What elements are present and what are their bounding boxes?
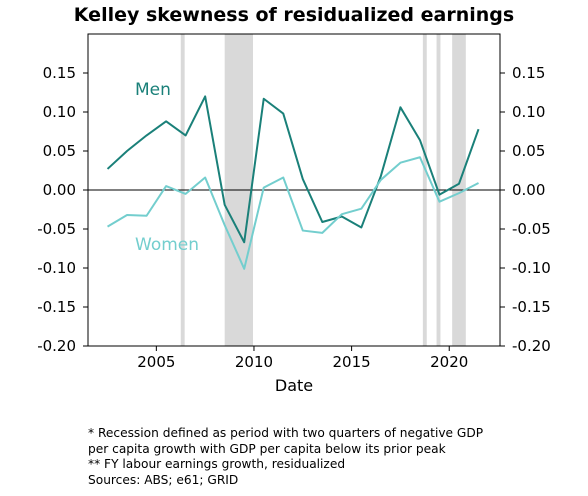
series-lines [106,95,480,270]
series-line-men [106,95,480,244]
y-tick-label-right: -0.15 [512,298,551,316]
y-tick-label-left: -0.15 [37,298,76,316]
y-tick-label-right: -0.05 [512,220,551,238]
y-tick-label-left: 0.05 [43,142,76,160]
footnote-line: Sources: ABS; e61; GRID [88,472,239,487]
series-label-women: Women [135,235,199,255]
x-axis-label: Date [275,376,313,395]
y-tick-label-right: 0.05 [512,142,545,160]
series-line-women [107,156,479,270]
series-label-men: Men [135,80,171,100]
y-tick-label-right: 0.15 [512,64,545,82]
axes: 0.15 0.15 0.10 0.10 0.05 0.05 0.00 0.00 -0.05 -0.… [37,33,551,371]
footnote: * Recession defined as period with two q… [88,426,568,488]
y-tick-label-left: -0.20 [37,337,76,355]
y-tick-label-right: 0.10 [512,103,545,121]
y-tick-label-left: -0.10 [37,259,76,277]
footnote-line: * Recession defined as period with two q… [88,426,484,440]
y-tick-label-right: 0.00 [512,181,545,199]
y-tick-label-left: 0.15 [43,64,76,82]
footnote-line: per capita growth with GDP per capita be… [88,441,446,456]
x-tick-label: 2005 [137,353,175,371]
chart-title: Kelley skewness of residualized earnings [74,4,514,26]
y-tick-label-left: 0.00 [43,181,76,199]
y-tick-label-left: -0.05 [37,220,76,238]
y-tick-label-right: -0.20 [512,337,551,355]
y-tick-label-right: -0.10 [512,259,551,277]
x-tick-label: 2015 [333,353,371,371]
y-tick-label-left: 0.10 [43,103,76,121]
footnote-line: ** FY labour earnings growth, residualiz… [88,457,346,472]
x-tick-label: 2020 [430,353,468,371]
x-tick-label: 2010 [235,353,273,371]
